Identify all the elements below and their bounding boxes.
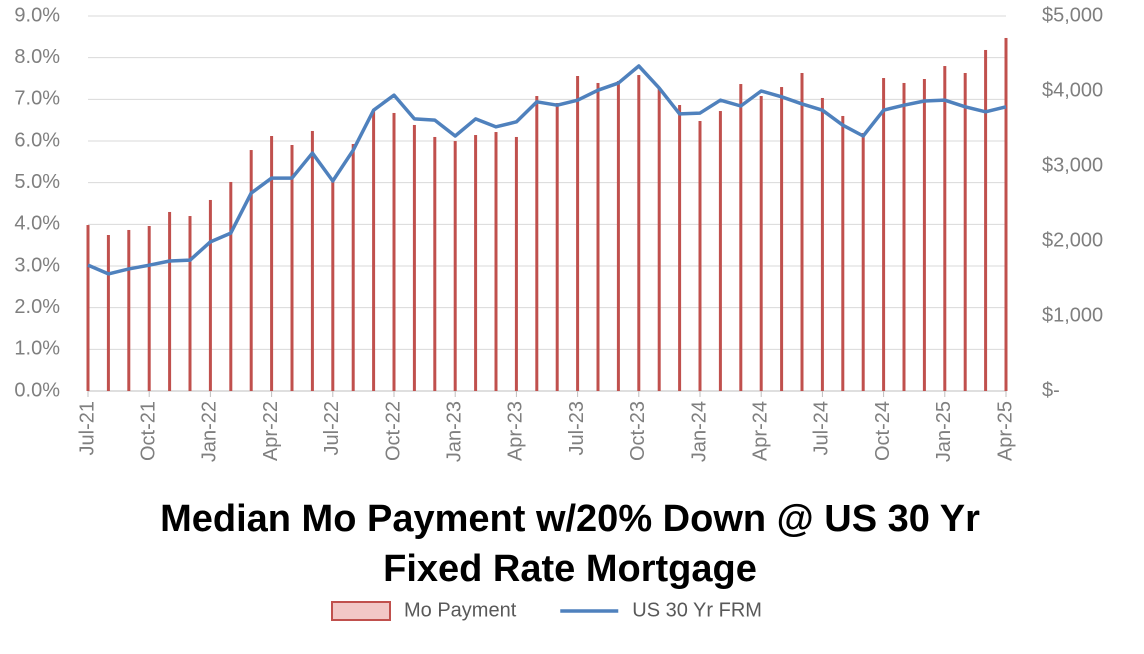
bar bbox=[229, 181, 233, 391]
x-tick-label: Jan-22 bbox=[199, 401, 221, 462]
x-tick-label: Jan-24 bbox=[688, 401, 710, 462]
bar bbox=[882, 78, 886, 392]
bar bbox=[841, 115, 845, 391]
x-tick-label: Apr-22 bbox=[260, 401, 282, 461]
y-tick-label: 0.0% bbox=[14, 379, 60, 401]
bar bbox=[780, 87, 784, 392]
bar bbox=[392, 112, 396, 391]
x-tick-label: Jan-23 bbox=[443, 401, 465, 462]
x-tick-label: Jan-25 bbox=[933, 401, 955, 462]
x-tick-label: Oct-24 bbox=[872, 401, 894, 461]
y2-tick-label: $3,000 bbox=[1042, 154, 1103, 176]
bar bbox=[576, 76, 580, 391]
bar bbox=[596, 82, 600, 391]
y2-tick-label: $2,000 bbox=[1042, 229, 1103, 251]
bar bbox=[514, 136, 518, 391]
bar bbox=[168, 211, 172, 391]
bar bbox=[270, 136, 274, 391]
bar bbox=[290, 145, 294, 391]
bar bbox=[433, 136, 437, 391]
y-tick-label: 3.0% bbox=[14, 254, 60, 276]
legend-label: Mo Payment bbox=[404, 599, 517, 621]
bar bbox=[351, 144, 355, 391]
y2-tick-label: $5,000 bbox=[1042, 4, 1103, 26]
y-tick-label: 7.0% bbox=[14, 88, 60, 110]
line bbox=[87, 64, 1007, 276]
y-tick-label: 8.0% bbox=[14, 46, 60, 68]
bar bbox=[657, 88, 661, 391]
bar bbox=[535, 96, 539, 392]
bar bbox=[86, 225, 90, 391]
bar bbox=[555, 103, 559, 391]
x-tick-label: Jul-22 bbox=[321, 401, 343, 455]
bar bbox=[739, 84, 743, 392]
legend-label: US 30 Yr FRM bbox=[632, 599, 762, 621]
bar bbox=[861, 133, 865, 391]
x-tick-label: Jul-21 bbox=[76, 401, 98, 455]
bar bbox=[922, 79, 926, 391]
x-tick-label: Oct-21 bbox=[137, 401, 159, 461]
bar bbox=[800, 73, 804, 391]
chart-title: Median Mo Payment w/20% Down @ US 30 Yr … bbox=[160, 498, 980, 590]
y-tick-label: 4.0% bbox=[14, 213, 60, 235]
bar bbox=[678, 105, 682, 392]
y2-tick-label: $- bbox=[1042, 379, 1060, 401]
bar bbox=[249, 150, 253, 391]
bar bbox=[310, 130, 314, 391]
x-tick-label: Jul-23 bbox=[566, 401, 588, 455]
bar bbox=[412, 124, 416, 391]
y-tick-label: 9.0% bbox=[14, 4, 60, 26]
bar bbox=[984, 49, 988, 391]
bar bbox=[331, 180, 335, 391]
bar bbox=[759, 96, 763, 392]
y-tick-label: 5.0% bbox=[14, 171, 60, 193]
x-tick-label: Apr-23 bbox=[505, 401, 527, 461]
bar bbox=[106, 235, 110, 391]
y-tick-label: 6.0% bbox=[14, 129, 60, 151]
bar bbox=[147, 226, 151, 391]
bar bbox=[474, 135, 478, 391]
bar bbox=[963, 73, 967, 391]
x-tick-label: Apr-25 bbox=[994, 401, 1016, 461]
bar bbox=[637, 75, 641, 392]
bar bbox=[698, 121, 702, 391]
bar bbox=[943, 66, 947, 392]
y-tick-label: 2.0% bbox=[14, 296, 60, 318]
bar bbox=[453, 141, 457, 391]
bar bbox=[188, 216, 192, 391]
y2-tick-label: $1,000 bbox=[1042, 304, 1103, 326]
bar bbox=[902, 82, 906, 391]
x-tick-label: Apr-24 bbox=[749, 401, 771, 461]
bar bbox=[127, 229, 131, 391]
legend-swatch bbox=[331, 601, 391, 621]
bar bbox=[1004, 37, 1008, 391]
bar bbox=[718, 111, 722, 392]
x-tick-label: Oct-22 bbox=[382, 401, 404, 461]
bar bbox=[208, 199, 212, 391]
bar bbox=[494, 132, 498, 391]
y-tick-label: 1.0% bbox=[14, 338, 60, 360]
bar bbox=[616, 81, 620, 392]
x-tick-label: Oct-23 bbox=[627, 401, 649, 461]
y2-tick-label: $4,000 bbox=[1042, 79, 1103, 101]
bar bbox=[820, 97, 824, 391]
bar bbox=[372, 109, 376, 391]
x-tick-label: Jul-24 bbox=[811, 401, 833, 455]
